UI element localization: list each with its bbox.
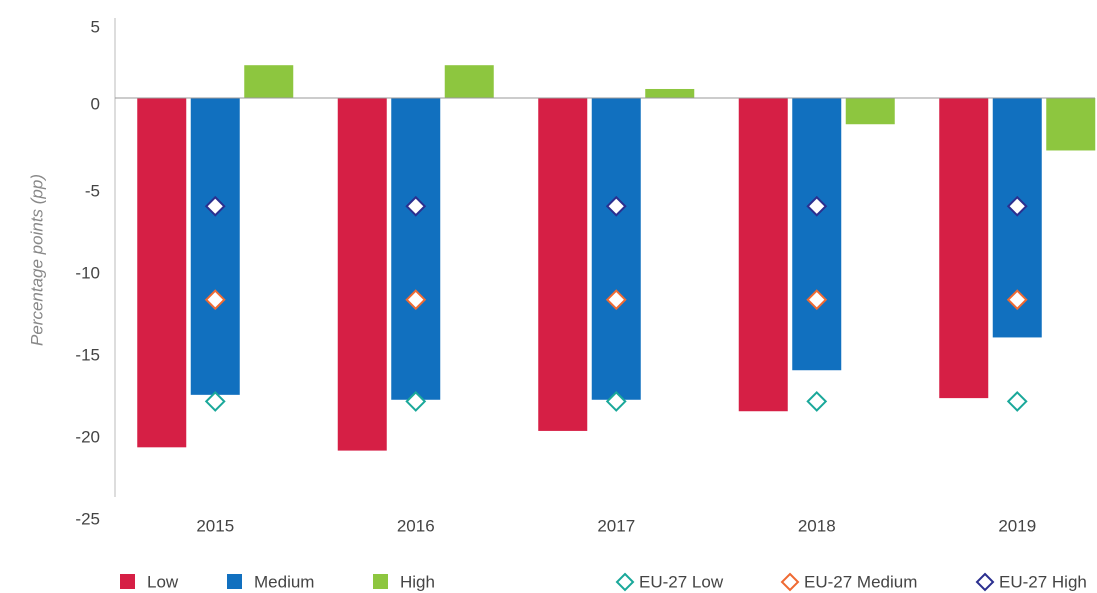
- bar: [591, 98, 641, 400]
- y-tick-label: -20: [75, 427, 100, 446]
- bar: [391, 98, 441, 400]
- x-tick-label: 2019: [998, 516, 1036, 535]
- legend-label: EU-27 Low: [639, 572, 724, 591]
- bar: [190, 98, 240, 395]
- legend-label: Medium: [254, 572, 314, 591]
- bar: [244, 65, 294, 98]
- bar: [337, 98, 387, 451]
- legend-label: EU-27 High: [999, 572, 1087, 591]
- x-tick-label: 2018: [798, 516, 836, 535]
- x-tick-label: 2017: [597, 516, 635, 535]
- bar: [645, 88, 695, 98]
- marker: [1006, 289, 1028, 311]
- legend-label: Low: [147, 572, 179, 591]
- marker: [405, 289, 427, 311]
- legend-label: High: [400, 572, 435, 591]
- bar: [939, 98, 989, 399]
- marker: [405, 195, 427, 217]
- marker: [204, 390, 226, 412]
- marker: [605, 390, 627, 412]
- legend-swatch: [780, 572, 800, 592]
- legend-swatch: [975, 572, 995, 592]
- marker: [204, 195, 226, 217]
- legend-swatch: [120, 574, 135, 589]
- y-tick-label: 0: [91, 94, 100, 113]
- y-tick-label: -15: [75, 345, 100, 364]
- bar: [845, 98, 895, 125]
- marker: [806, 289, 828, 311]
- legend-label: EU-27 Medium: [804, 572, 917, 591]
- marker: [806, 195, 828, 217]
- bar: [137, 98, 187, 448]
- y-tick-label: 5: [91, 17, 100, 36]
- marker: [405, 390, 427, 412]
- bar: [538, 98, 588, 431]
- y-tick-label: -5: [85, 181, 100, 200]
- marker: [605, 289, 627, 311]
- marker: [1006, 390, 1028, 412]
- bar: [792, 98, 842, 371]
- x-tick-label: 2016: [397, 516, 435, 535]
- bar: [444, 65, 494, 98]
- marker: [204, 289, 226, 311]
- legend-swatch: [373, 574, 388, 589]
- y-tick-label: -10: [75, 263, 100, 282]
- legend-swatch: [227, 574, 242, 589]
- x-tick-label: 2015: [196, 516, 234, 535]
- legend-swatch: [615, 572, 635, 592]
- y-axis-label: Percentage points (pp): [27, 174, 46, 346]
- bar: [738, 98, 788, 412]
- marker: [806, 390, 828, 412]
- y-tick-label: -25: [75, 509, 100, 528]
- bar: [1046, 98, 1096, 151]
- marker: [1006, 195, 1028, 217]
- marker: [605, 195, 627, 217]
